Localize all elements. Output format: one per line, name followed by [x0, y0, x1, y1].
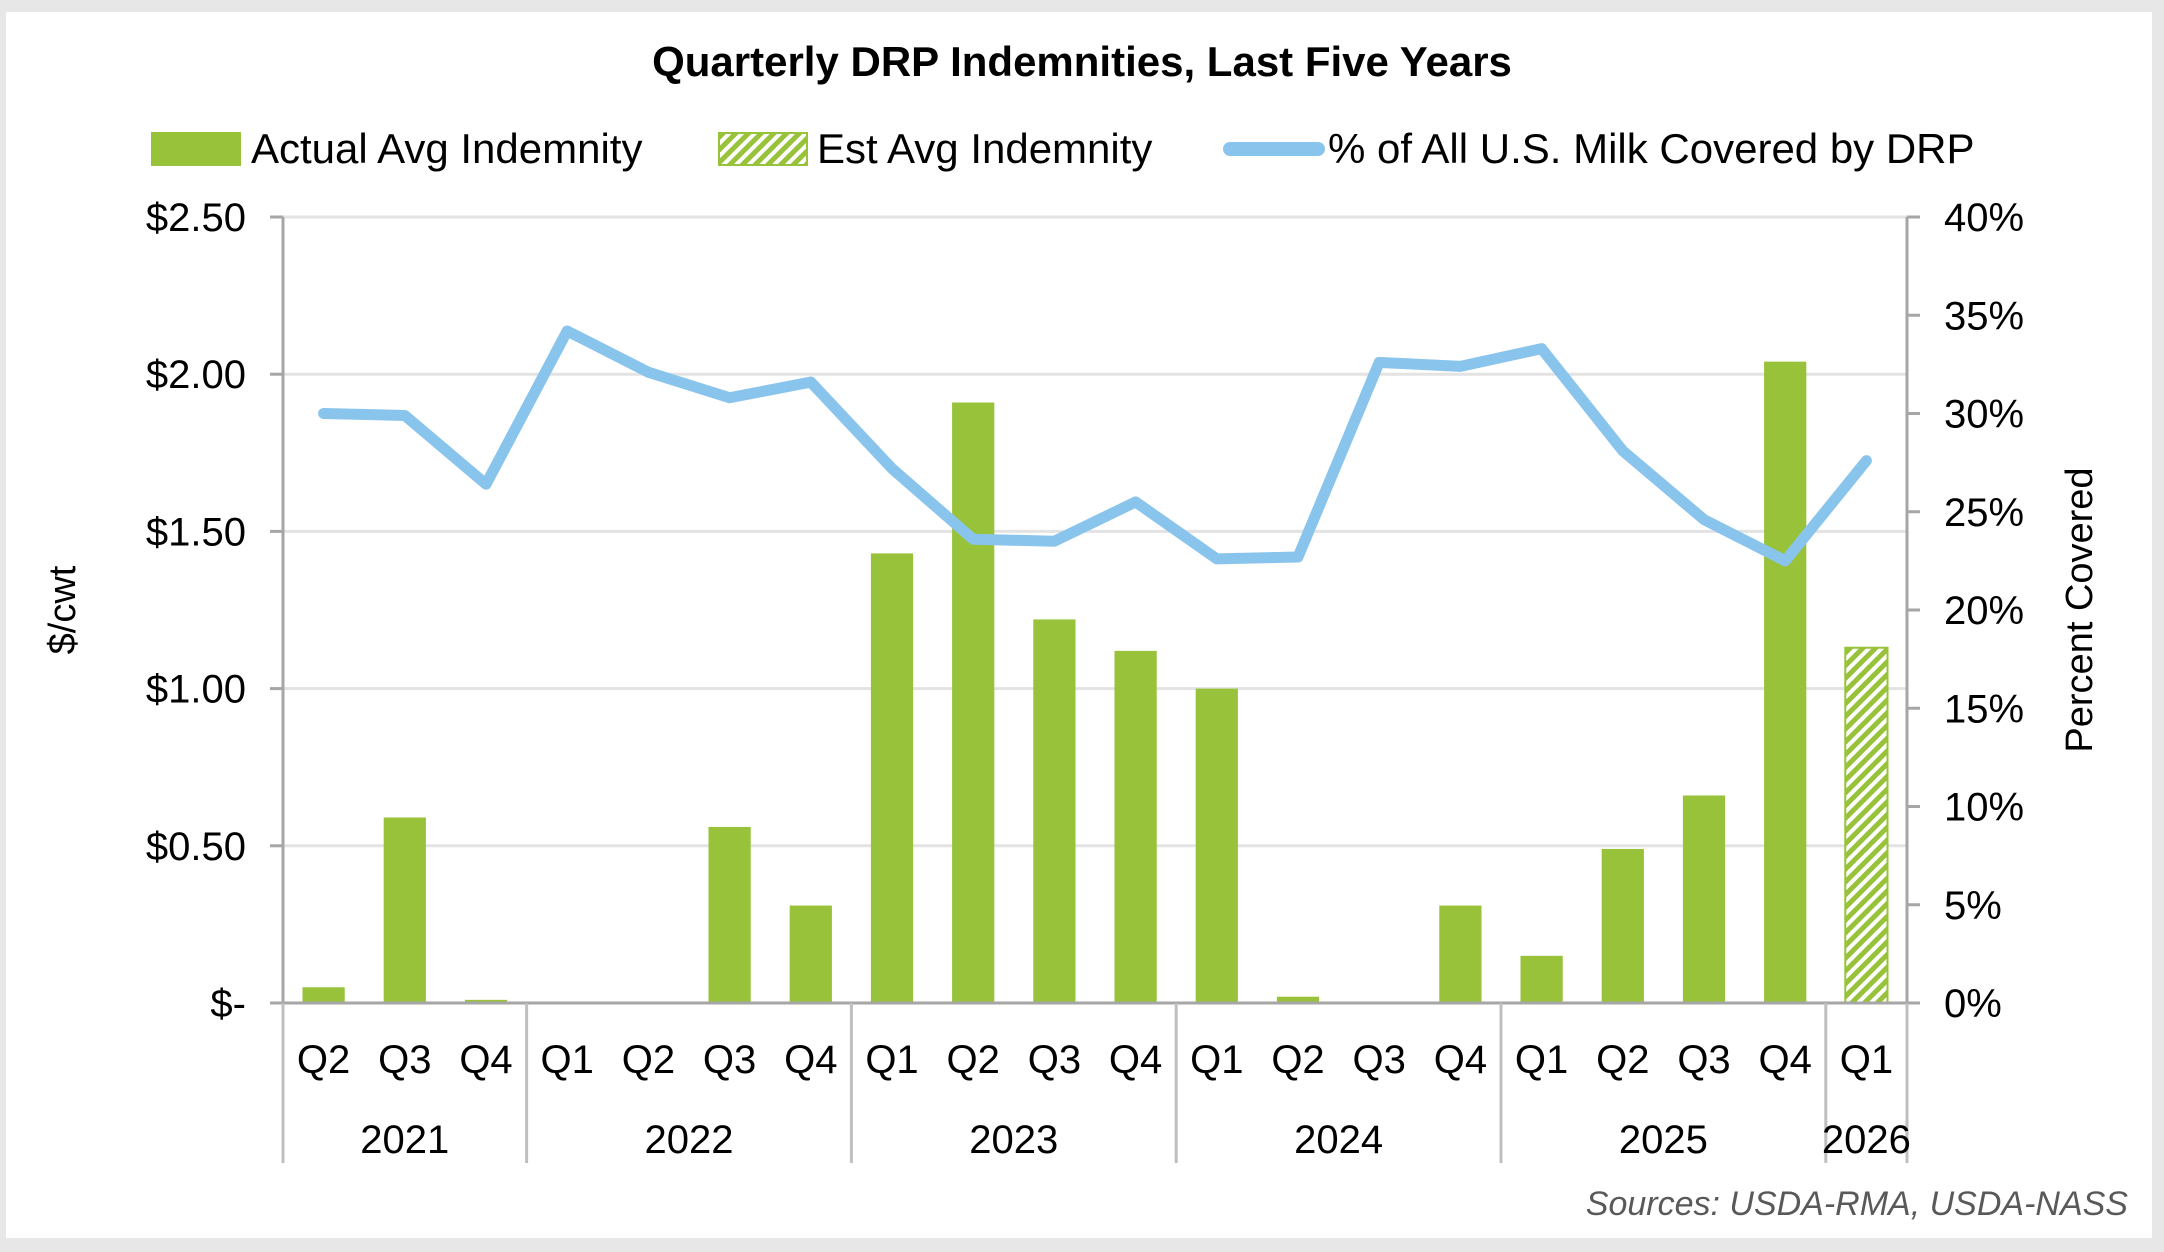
est-indemnity-bar	[1844, 646, 1889, 1005]
year-label: 2021	[360, 1118, 449, 1162]
x-tick-label: Q2	[1271, 1038, 1324, 1082]
y2-tick-label: 0%	[1944, 982, 2002, 1026]
actual-indemnity-bar	[302, 987, 345, 1003]
y2-tick-label: 30%	[1944, 393, 2024, 437]
legend-swatch-est	[718, 132, 808, 166]
y-tick-label: $-	[210, 982, 246, 1026]
x-tick-label: Q3	[378, 1038, 431, 1082]
x-tick-label: Q3	[1677, 1038, 1730, 1082]
y2-tick-label: 20%	[1944, 589, 2024, 633]
actual-indemnity-bar	[1439, 905, 1482, 1003]
x-tick-label: Q4	[459, 1038, 512, 1082]
legend: Actual Avg Indemnity Est Avg Indemnity % o…	[151, 125, 1975, 172]
source-note: Sources: USDA-RMA, USDA-NASS	[1586, 1185, 2129, 1223]
y-tick-label: $0.50	[146, 825, 246, 869]
actual-indemnity-bar	[1276, 996, 1320, 1003]
y-tick-label: $2.00	[146, 353, 246, 397]
y2-tick-label: 5%	[1944, 884, 2002, 928]
x-tick-label: Q3	[1353, 1038, 1406, 1082]
coverage-line-path	[318, 325, 1872, 567]
y2-tick-label: 25%	[1944, 491, 2024, 535]
actual-indemnity-bar	[870, 553, 914, 1003]
y2-tick-label: 15%	[1944, 687, 2024, 731]
y2-axis-label: Percent Covered	[2059, 467, 2101, 752]
y2-tick-label: 40%	[1944, 196, 2024, 240]
y-axis-label: $/cwt	[42, 565, 84, 654]
x-tick-label: Q3	[703, 1038, 756, 1082]
actual-indemnity-bar	[1033, 619, 1076, 1003]
x-tick-label: Q2	[622, 1038, 675, 1082]
x-tick-label: Q1	[1190, 1038, 1243, 1082]
year-label: 2023	[969, 1118, 1058, 1162]
y2-tick-label: 10%	[1944, 786, 2024, 830]
x-tick-label: Q1	[541, 1038, 594, 1082]
gridlines	[283, 215, 1907, 848]
x-tick-label: Q1	[1515, 1038, 1568, 1082]
actual-indemnity-bar	[1195, 688, 1238, 1003]
x-tick-label: Q4	[1759, 1038, 1812, 1082]
actual-indemnity-bar	[1601, 848, 1644, 1003]
actual-indemnity-bar	[1682, 795, 1726, 1003]
x-tick-label: Q1	[1840, 1038, 1893, 1082]
year-label: 2022	[645, 1118, 734, 1162]
y-tick-label: $1.00	[146, 668, 246, 712]
year-label: 2025	[1619, 1118, 1708, 1162]
x-tick-label: Q2	[947, 1038, 1000, 1082]
legend-label-est: Est Avg Indemnity	[817, 125, 1152, 172]
legend-label-actual: Actual Avg Indemnity	[251, 125, 642, 172]
axes: $- $0.50 $1.00 $1.50 $2.00 $2.50 0% 5% 10% 15% 20%…	[146, 196, 2024, 1163]
year-label: 2026	[1822, 1118, 1911, 1162]
x-tick-label: Q3	[1028, 1038, 1081, 1082]
y-tick-label: $1.50	[146, 510, 246, 554]
x-tick-label: Q2	[1596, 1038, 1649, 1082]
legend-label-line: % of All U.S. Milk Covered by DRP	[1328, 125, 1975, 172]
coverage-line	[318, 325, 1872, 567]
x-tick-label: Q4	[1109, 1038, 1162, 1082]
x-tick-label: Q4	[784, 1038, 837, 1082]
year-label: 2024	[1294, 1118, 1383, 1162]
actual-indemnity-bar	[464, 999, 508, 1003]
y2-tick-label: 35%	[1944, 294, 2024, 338]
x-tick-label: Q2	[297, 1038, 350, 1082]
x-tick-label: Q4	[1434, 1038, 1487, 1082]
actual-indemnity-bar	[1764, 361, 1807, 1003]
y-tick-label: $2.50	[146, 196, 246, 240]
actual-indemnity-bar	[1114, 650, 1157, 1003]
legend-swatch-actual	[151, 132, 241, 166]
actual-indemnity-bar	[952, 402, 995, 1004]
actual-indemnity-bar	[789, 905, 832, 1003]
x-tick-label: Q1	[865, 1038, 918, 1082]
actual-indemnity-bar	[1520, 955, 1563, 1003]
bars	[302, 361, 1889, 1005]
actual-indemnity-bar	[708, 826, 751, 1003]
actual-indemnity-bar	[383, 817, 426, 1003]
chart-title: Quarterly DRP Indemnities, Last Five Yea…	[652, 38, 1512, 85]
